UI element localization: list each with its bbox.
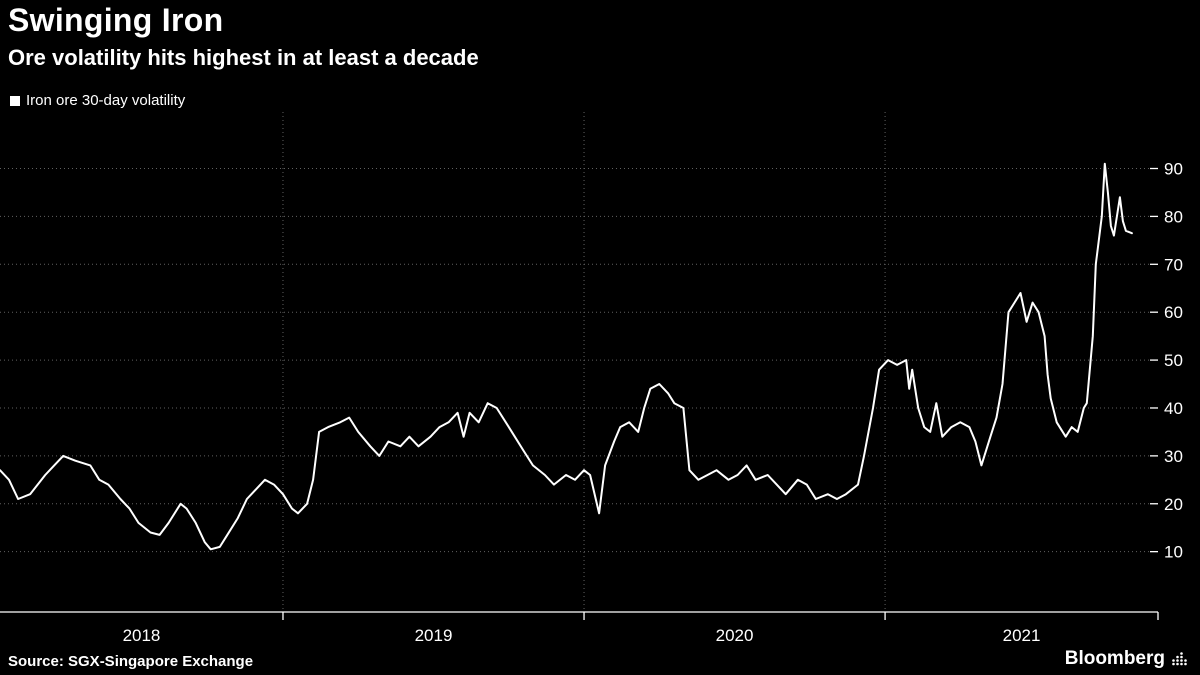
y-axis-label: 40 [1164,399,1183,418]
square-icon [10,95,20,106]
y-axis-label: 80 [1164,207,1183,226]
x-axis-label: 2021 [1003,626,1041,645]
y-axis-label: 90 [1164,160,1183,179]
bloomberg-wordmark: Bloomberg [1064,648,1165,669]
y-axis-label: 20 [1164,495,1183,514]
x-axis-label: 2018 [123,626,161,645]
volatility-line [0,162,1133,551]
y-axis-label: 50 [1164,351,1183,370]
y-axis-label: 10 [1164,543,1183,562]
y-axis-label: 60 [1164,303,1183,322]
legend: Iron ore 30-day volatility [10,92,185,109]
chart-subtitle: Ore volatility hits highest in at least … [8,45,479,70]
legend-label: Iron ore 30-day volatility [26,92,186,109]
bloomberg-logo: Bloomberg [1065,648,1188,670]
x-axis-label: 2020 [716,626,754,645]
x-axis-label: 2019 [415,626,453,645]
dot-matrix-chart-icon [1172,652,1187,666]
y-axis-label: 30 [1164,447,1183,466]
source-attribution: Source: SGX-Singapore Exchange [8,653,254,670]
chart-title: Swinging Iron [8,2,224,38]
y-axis-label: 70 [1164,255,1183,274]
